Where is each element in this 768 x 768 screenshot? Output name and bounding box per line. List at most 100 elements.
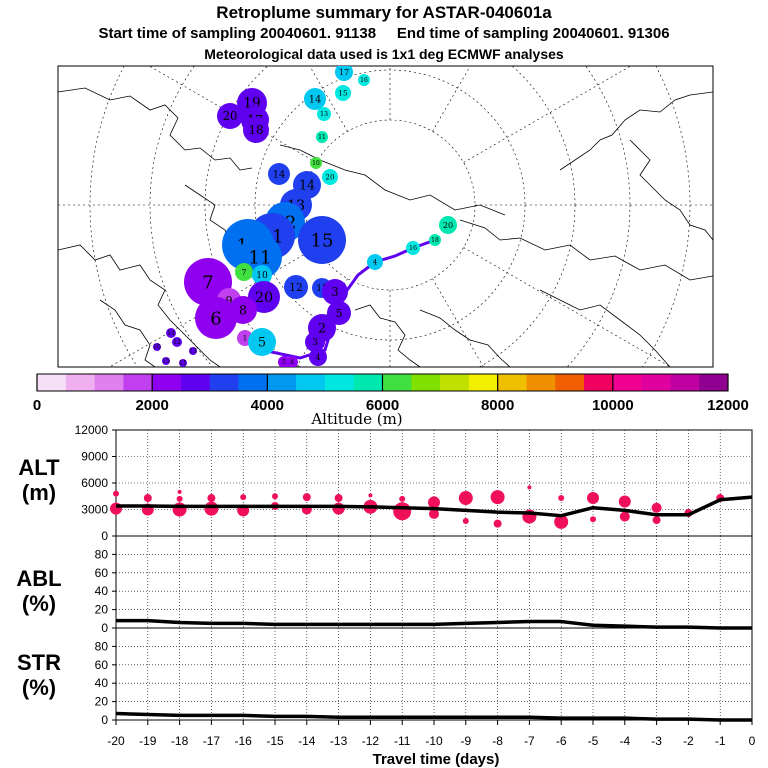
str-panel-label: STR bbox=[17, 650, 61, 675]
x-tick-label: -2 bbox=[683, 734, 694, 748]
x-tick-label: 0 bbox=[749, 734, 756, 748]
altitude-cluster-point bbox=[618, 495, 631, 508]
colorbar-swatch bbox=[699, 374, 729, 391]
cluster-markers: 1716151413111920171810142014131220181611… bbox=[153, 66, 457, 367]
y-tick-label: 0 bbox=[101, 621, 108, 635]
x-tick-label: -14 bbox=[298, 734, 316, 748]
cluster-circle bbox=[309, 348, 327, 366]
alt-panel-label: ALT bbox=[18, 455, 60, 480]
colorbar-swatch bbox=[526, 374, 556, 391]
x-tick-label: -5 bbox=[588, 734, 599, 748]
time-series-panels: 120009000600030000806040200806040200-20-… bbox=[75, 423, 756, 748]
y-tick-label: 40 bbox=[95, 584, 109, 598]
cluster-label: 17 bbox=[339, 67, 349, 77]
chart-title: Retroplume summary for ASTAR-040601a bbox=[216, 3, 552, 22]
x-tick-label: -10 bbox=[425, 734, 443, 748]
cluster-circle bbox=[316, 131, 328, 143]
colorbar-tick-label: 2000 bbox=[135, 397, 168, 414]
x-tick-label: -4 bbox=[619, 734, 630, 748]
altitude-cluster-point bbox=[204, 501, 219, 516]
altitude-cluster-point bbox=[177, 489, 182, 494]
y-tick-label: 3000 bbox=[81, 503, 108, 517]
cluster-label: 1 bbox=[243, 334, 248, 343]
map-frame bbox=[57, 65, 714, 368]
cluster-label: 20 bbox=[255, 290, 273, 306]
altitude-cluster-point bbox=[590, 516, 596, 523]
cluster-label: 10 bbox=[153, 344, 161, 351]
colorbar-swatch bbox=[209, 374, 239, 391]
cluster-label: 3 bbox=[312, 338, 318, 348]
cluster-label: 4 bbox=[373, 258, 378, 267]
cluster-circle bbox=[162, 357, 170, 365]
cluster-label: 16 bbox=[360, 77, 368, 84]
cluster-circle bbox=[189, 347, 197, 355]
cluster-circle bbox=[322, 169, 338, 185]
cluster-label: 14 bbox=[167, 330, 175, 337]
cluster-label: 15 bbox=[338, 89, 348, 98]
colorbar-tick-label: 6000 bbox=[366, 397, 399, 414]
y-tick-label: 20 bbox=[95, 695, 109, 709]
altitude-cluster-point bbox=[368, 493, 373, 498]
alt-panel: 12000 9000 6000 3000 0 bbox=[75, 423, 753, 543]
cluster-label: 3 bbox=[331, 285, 338, 299]
x-axis-title: Travel time (days) bbox=[373, 751, 500, 768]
map-panel: 1716151413111920171810142014131220181611… bbox=[57, 65, 714, 368]
y-tick-label: 12000 bbox=[75, 423, 109, 437]
altitude-cluster-point bbox=[587, 492, 599, 505]
cluster-circle bbox=[153, 343, 161, 351]
cluster-label: 8 bbox=[239, 302, 247, 317]
cluster-circle bbox=[317, 107, 331, 121]
alt-series-line bbox=[116, 495, 753, 518]
altitude-cluster-point bbox=[619, 511, 630, 522]
colorbar-swatch bbox=[612, 374, 642, 391]
cluster-circle bbox=[335, 66, 353, 81]
colorbar-swatch bbox=[123, 374, 153, 391]
cluster-circle bbox=[335, 85, 351, 101]
cluster-circle bbox=[358, 74, 370, 86]
colorbar-swatch bbox=[324, 374, 355, 391]
colorbar-tick-label: 8000 bbox=[481, 397, 514, 414]
cluster-circle bbox=[284, 275, 308, 299]
y-tick-label: 6000 bbox=[81, 476, 108, 490]
colorbar-swatch bbox=[267, 374, 297, 391]
cluster-label: 14 bbox=[299, 177, 315, 192]
altitude-cluster-point bbox=[458, 491, 473, 506]
cluster-label: 11 bbox=[249, 247, 272, 268]
cluster-label: 20 bbox=[223, 109, 238, 123]
cluster-circle bbox=[235, 263, 253, 281]
altitude-cluster-point bbox=[651, 502, 662, 513]
colorbar-swatch bbox=[296, 374, 326, 391]
y-tick-label: 80 bbox=[95, 547, 109, 561]
cluster-label: 10 bbox=[256, 271, 268, 281]
cluster-circle bbox=[305, 332, 325, 352]
y-tick-label: 60 bbox=[95, 658, 109, 672]
cluster-circle bbox=[195, 297, 237, 339]
x-tick-label: -8 bbox=[492, 734, 503, 748]
colorbar-swatch bbox=[468, 374, 498, 391]
colorbar-tick-label: 12000 bbox=[707, 397, 749, 414]
x-tick-label: -19 bbox=[139, 734, 157, 748]
colorbar-swatch bbox=[65, 374, 95, 391]
x-tick-label: -20 bbox=[107, 734, 125, 748]
colorbar-swatch bbox=[238, 374, 268, 391]
colorbar-swatch bbox=[555, 374, 585, 391]
cluster-circle bbox=[179, 359, 187, 367]
cluster-label: 14 bbox=[273, 169, 286, 180]
colorbar-label: Altitude (m) bbox=[310, 410, 402, 428]
altitude-cluster-point bbox=[143, 494, 152, 503]
alt-panel-unit: (m) bbox=[22, 480, 56, 505]
cluster-label: 5 bbox=[282, 359, 286, 366]
colorbar-swatch bbox=[641, 374, 671, 391]
cluster-circle bbox=[439, 216, 457, 234]
cluster-label: 11 bbox=[179, 360, 187, 367]
trajectory-layer bbox=[243, 238, 436, 360]
str-series-line bbox=[115, 711, 752, 722]
abl-panel-label: ABL bbox=[16, 566, 61, 591]
x-tick-label: -17 bbox=[203, 734, 221, 748]
cluster-label: 6 bbox=[210, 308, 221, 329]
cluster-label: 2 bbox=[318, 320, 326, 335]
cluster-circle bbox=[429, 234, 441, 246]
colorbar-swatch bbox=[94, 374, 124, 391]
cluster-label: 4 bbox=[290, 359, 294, 366]
